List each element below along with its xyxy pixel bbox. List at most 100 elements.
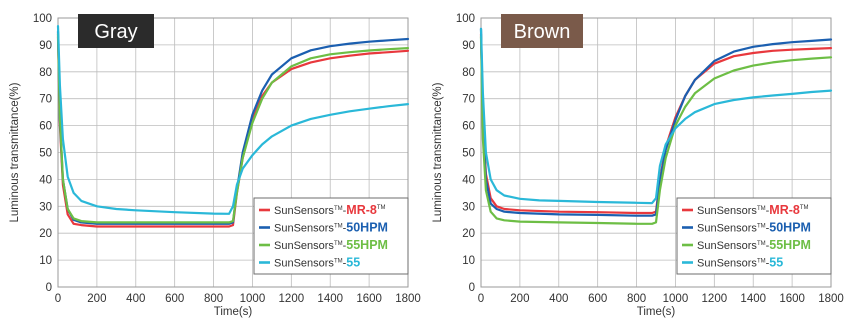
- chart-title-badge: [501, 14, 583, 48]
- trademark-mark: TM: [757, 241, 766, 247]
- legend-dash: -: [343, 240, 347, 252]
- legend-prefix: SunSensors: [697, 240, 757, 252]
- series-line-50hpm: [479, 27, 833, 217]
- chart-title-badge: [78, 14, 154, 48]
- legend-prefix: SunSensors: [697, 205, 757, 217]
- y-tick-label: 20: [462, 228, 475, 240]
- y-tick-label: 30: [39, 201, 52, 213]
- legend-model: MR-8: [769, 203, 800, 217]
- legend-prefix: SunSensors: [697, 223, 757, 235]
- x-tick-label: 0: [478, 293, 484, 305]
- y-tick-label: 60: [39, 121, 52, 133]
- x-tick-label: 1800: [818, 293, 844, 305]
- y-tick-label: 20: [39, 228, 52, 240]
- legend-entry: SunSensorsTM-55: [697, 256, 783, 270]
- x-tick-label: 1200: [702, 293, 728, 305]
- x-axis-label: Time(s): [214, 306, 253, 318]
- y-tick-label: 100: [456, 13, 475, 25]
- x-tick-label: 1800: [395, 293, 421, 305]
- y-tick-label: 80: [462, 67, 475, 79]
- legend-prefix: SunSensors: [274, 258, 334, 270]
- y-tick-label: 0: [469, 282, 475, 294]
- legend-entry: SunSensorsTM-MR-8TM: [274, 203, 386, 217]
- legend-dash: -: [766, 258, 770, 270]
- x-tick-label: 800: [627, 293, 646, 305]
- x-tick-label: 1600: [356, 293, 382, 305]
- legend-entry: SunSensorsTM-55HPM: [697, 238, 811, 252]
- legend-model: 55: [769, 256, 783, 270]
- legend-model: 50HPM: [769, 221, 811, 235]
- legend-prefix: SunSensors: [697, 258, 757, 270]
- legend-box: [676, 197, 832, 275]
- legend-dash: -: [766, 240, 770, 252]
- plot-frame: [57, 17, 409, 288]
- trademark-mark: TM: [800, 205, 809, 211]
- legend-model: 55HPM: [346, 238, 388, 252]
- trademark-mark: TM: [334, 259, 343, 265]
- legend-prefix: SunSensors: [274, 223, 334, 235]
- y-tick-label: 90: [462, 40, 475, 52]
- legend-entry: SunSensorsTM-50HPM: [697, 221, 811, 235]
- y-tick-label: 40: [39, 174, 52, 186]
- y-tick-label: 0: [46, 282, 52, 294]
- x-tick-label: 1400: [740, 293, 766, 305]
- x-tick-label: 1600: [779, 293, 805, 305]
- legend-model: 50HPM: [346, 221, 388, 235]
- chart-title: Brown: [514, 21, 571, 43]
- legend-dash: -: [343, 205, 347, 217]
- y-tick-label: 10: [462, 255, 475, 267]
- x-tick-label: 1000: [240, 293, 266, 305]
- legend-prefix: SunSensors: [274, 205, 334, 217]
- y-axis-label: Luminous transmittance(%): [432, 82, 444, 222]
- series-line-55: [56, 25, 410, 215]
- x-tick-label: 200: [87, 293, 106, 305]
- legend-entry: SunSensorsTM-MR-8TM: [697, 203, 809, 217]
- series-line-55hpm: [56, 32, 410, 224]
- y-tick-label: 60: [462, 121, 475, 133]
- chart-title: Gray: [94, 21, 137, 43]
- plot-frame: [480, 17, 832, 288]
- legend-entry: SunSensorsTM-55: [274, 256, 360, 270]
- y-tick-label: 70: [462, 94, 475, 106]
- series-line-55hpm: [479, 35, 833, 225]
- y-tick-label: 50: [462, 148, 475, 160]
- legend-dash: -: [343, 258, 347, 270]
- x-tick-label: 1000: [663, 293, 689, 305]
- series-line-50hpm: [56, 30, 410, 225]
- y-tick-label: 90: [39, 40, 52, 52]
- x-tick-label: 400: [126, 293, 145, 305]
- legend-dash: -: [766, 223, 770, 235]
- y-tick-label: 100: [33, 13, 52, 25]
- trademark-mark: TM: [334, 241, 343, 247]
- y-tick-label: 80: [39, 67, 52, 79]
- legend-model: 55HPM: [769, 238, 811, 252]
- legend-entry: SunSensorsTM-55HPM: [274, 238, 388, 252]
- y-tick-label: 10: [39, 255, 52, 267]
- x-tick-label: 600: [165, 293, 184, 305]
- series-line-55: [479, 27, 833, 205]
- x-tick-label: 400: [549, 293, 568, 305]
- legend-model: MR-8: [346, 203, 377, 217]
- trademark-mark: TM: [334, 206, 343, 212]
- trademark-mark: TM: [757, 206, 766, 212]
- trademark-mark: TM: [757, 224, 766, 230]
- legend-model: 55: [346, 256, 360, 270]
- x-tick-label: 800: [204, 293, 223, 305]
- trademark-mark: TM: [757, 259, 766, 265]
- legend-dash: -: [343, 223, 347, 235]
- x-tick-label: 200: [510, 293, 529, 305]
- x-tick-label: 0: [55, 293, 61, 305]
- y-axis-label: Luminous transmittance(%): [9, 82, 21, 222]
- legend-dash: -: [766, 205, 770, 217]
- x-tick-label: 600: [588, 293, 607, 305]
- legend-prefix: SunSensors: [274, 240, 334, 252]
- x-axis-label: Time(s): [637, 306, 676, 318]
- y-tick-label: 50: [39, 148, 52, 160]
- x-tick-label: 1200: [279, 293, 305, 305]
- legend-box: [253, 197, 409, 275]
- trademark-mark: TM: [377, 205, 386, 211]
- legend-entry: SunSensorsTM-50HPM: [274, 221, 388, 235]
